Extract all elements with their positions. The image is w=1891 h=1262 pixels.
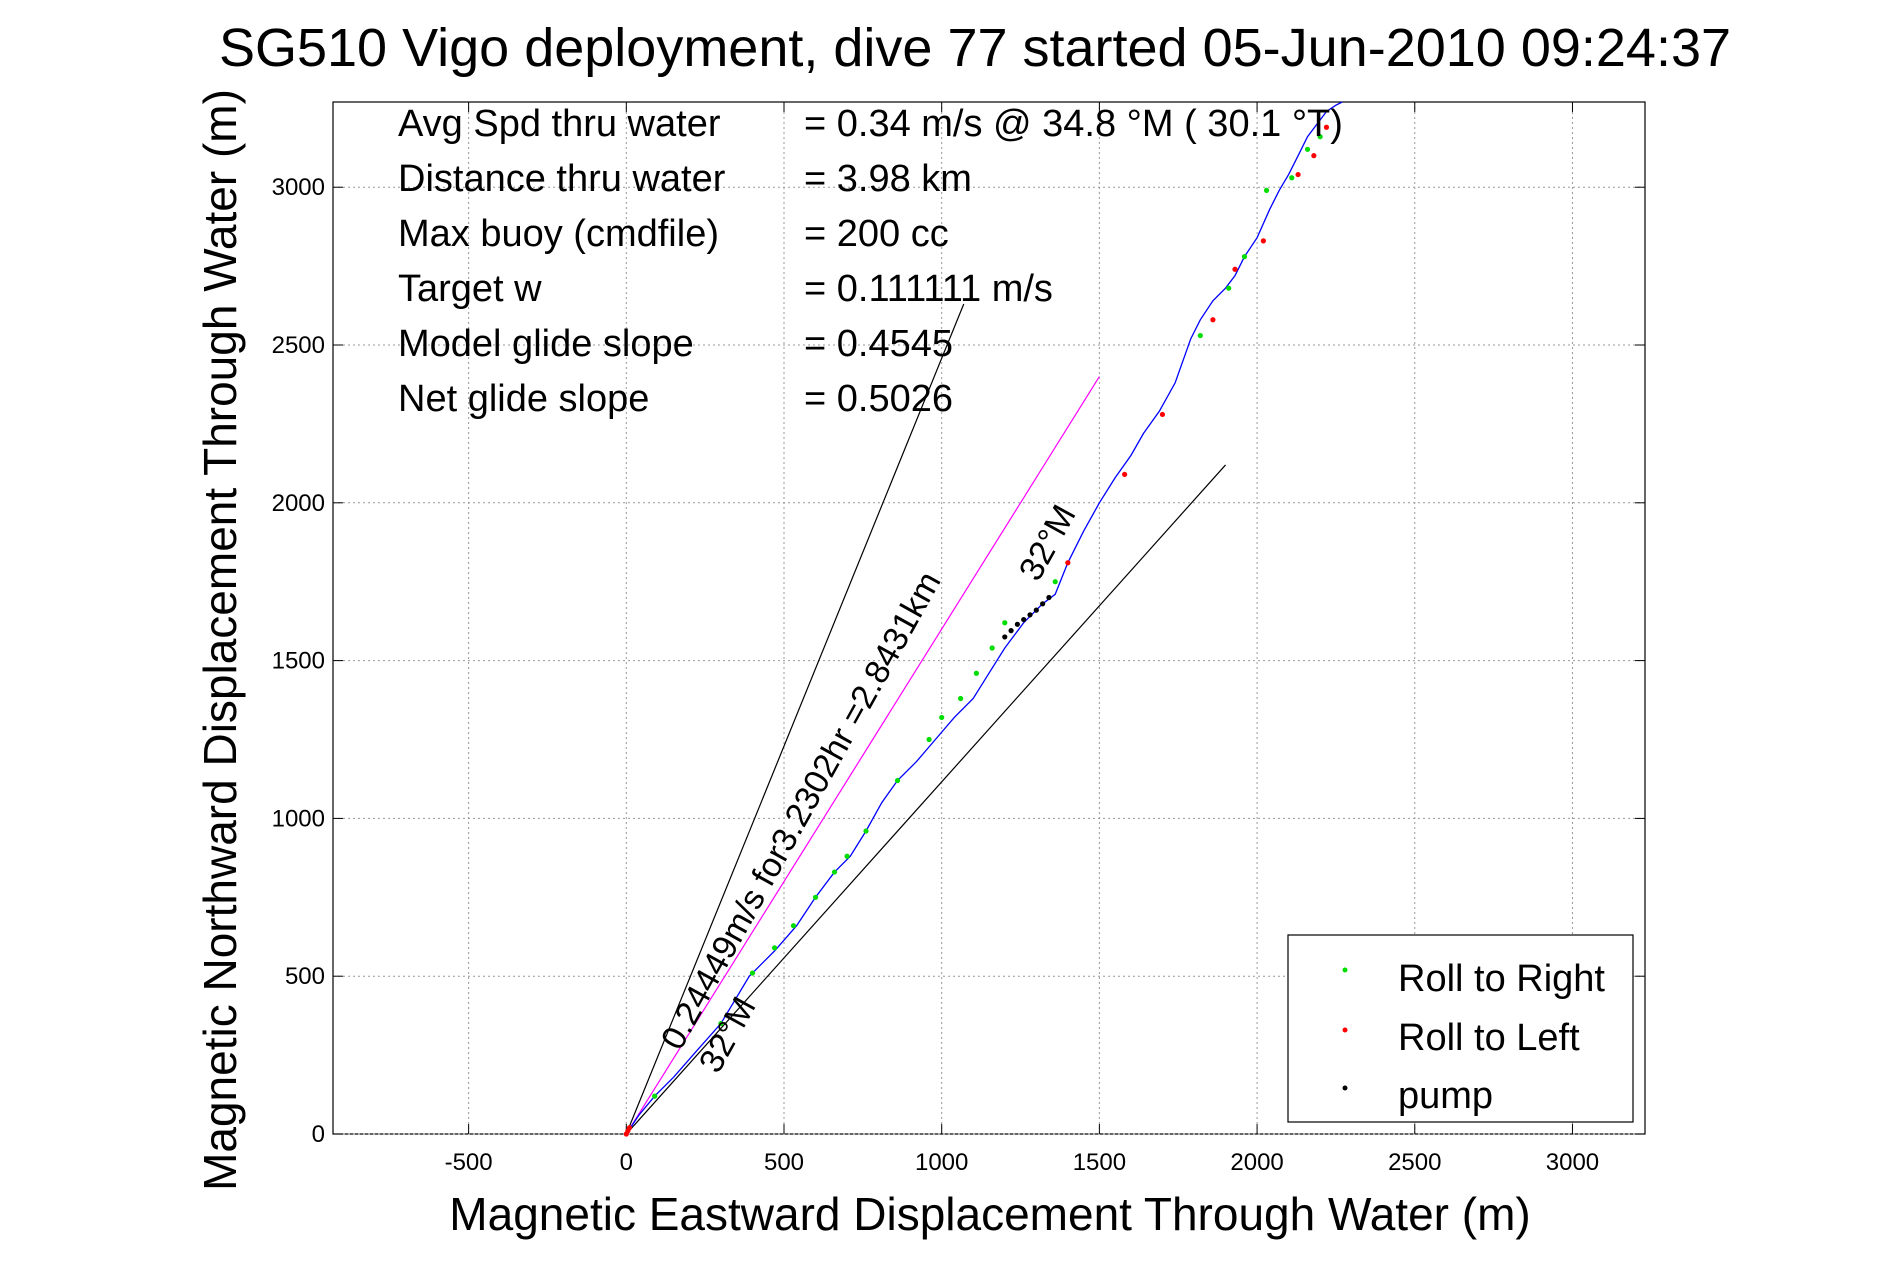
stats-value: = 0.111111 m/s	[804, 268, 1053, 310]
legend: Roll to Right Roll to Left pump	[1287, 934, 1634, 1123]
y-tick-label: 3000	[272, 174, 325, 201]
roll-right-point	[958, 695, 964, 702]
pump-point	[1002, 634, 1008, 640]
roll-right-point	[939, 714, 945, 721]
x-tick-label: -500	[445, 1149, 493, 1176]
legend-label-roll-right: Roll to Right	[1398, 958, 1605, 1000]
stats-label: Max buoy (cmdfile)	[398, 213, 719, 255]
pump-point	[1046, 594, 1052, 601]
roll-right-point	[1226, 285, 1232, 291]
roll-right-point	[812, 894, 819, 900]
y-axis-ticks: 0 500 1000 1500 2000 2500 3000	[272, 174, 1645, 1148]
roll-left-point	[1122, 471, 1128, 478]
roll-right-point	[718, 1020, 724, 1027]
roll-right-point	[652, 1093, 658, 1099]
legend-marker-roll-left	[1342, 1027, 1348, 1033]
y-tick-label: 2000	[272, 490, 325, 517]
roll-right-point	[989, 645, 995, 651]
x-tick-label: 500	[764, 1149, 804, 1176]
roll-right-point	[749, 970, 756, 976]
roll-right-point	[1289, 175, 1295, 181]
pump-point	[1033, 607, 1039, 613]
y-tick-label: 1000	[272, 805, 325, 832]
roll-right-point	[1241, 254, 1248, 260]
roll-right-point	[973, 670, 979, 676]
roll-right-point	[1317, 134, 1323, 140]
legend-label-roll-left: Roll to Left	[1398, 1017, 1580, 1059]
roll-left-point	[1295, 171, 1301, 178]
roll-right-point	[1263, 187, 1270, 193]
chart-title: SG510 Vigo deployment, dive 77 started 0…	[219, 18, 1731, 78]
roll-left-point	[1065, 560, 1071, 566]
stats-block: Avg Spd thru water = 0.34 m/s @ 34.8 °M (…	[398, 103, 1343, 420]
dive-track-line	[625, 101, 1343, 1135]
roll-left-point	[1260, 238, 1266, 244]
y-tick-label: 500	[285, 963, 325, 990]
marker-layer	[623, 124, 1330, 1137]
roll-right-point	[863, 828, 869, 834]
x-tick-label: 2500	[1388, 1149, 1441, 1176]
stats-label: Net glide slope	[398, 378, 649, 420]
y-axis-label: Magnetic Northward Displacement Through …	[194, 89, 246, 1191]
roll-right-point	[771, 945, 778, 951]
roll-left-point	[1159, 411, 1166, 418]
roll-left-point	[626, 1125, 633, 1131]
roll-left-point	[1210, 317, 1216, 323]
reference-line	[625, 303, 965, 1135]
grid-lines	[333, 102, 1645, 1135]
x-tick-label: 1500	[1073, 1149, 1126, 1176]
y-tick-label: 1500	[272, 648, 325, 675]
pump-point	[1014, 621, 1020, 627]
legend-marker-roll-right	[1342, 967, 1348, 973]
x-axis-label: Magnetic Eastward Displacement Through W…	[449, 1188, 1530, 1240]
x-tick-label: 2000	[1230, 1149, 1283, 1176]
roll-right-point	[831, 869, 838, 875]
y-tick-label: 2500	[272, 332, 325, 359]
roll-left-point	[1232, 266, 1238, 272]
stats-value: = 0.4545	[804, 323, 953, 365]
pump-point	[1008, 628, 1014, 634]
stats-value: = 0.5026	[804, 378, 953, 420]
stats-value: = 3.98 km	[804, 158, 972, 200]
stats-label: Distance thru water	[398, 158, 726, 200]
reference-lines	[625, 303, 1226, 1135]
roll-left-point	[1323, 124, 1330, 130]
reference-line	[625, 464, 1226, 1135]
pump-point	[1040, 601, 1046, 607]
stats-label: Avg Spd thru water	[398, 103, 721, 145]
x-tick-label: 1000	[915, 1149, 968, 1176]
pump-point	[1027, 612, 1033, 618]
roll-right-point	[926, 736, 932, 743]
legend-marker-pump	[1342, 1085, 1348, 1091]
roll-right-point	[1197, 332, 1203, 339]
stats-label: Target w	[398, 268, 542, 310]
roll-right-point	[844, 853, 850, 859]
roll-right-point	[1052, 579, 1058, 585]
x-tick-label: 0	[620, 1149, 633, 1176]
pump-point	[1021, 616, 1027, 623]
stats-label: Model glide slope	[398, 323, 694, 365]
x-tick-label: 3000	[1546, 1149, 1599, 1176]
stats-value: = 200 cc	[804, 213, 949, 255]
y-tick-label: 0	[312, 1121, 325, 1148]
roll-right-point	[790, 923, 797, 929]
roll-right-point	[1002, 620, 1008, 626]
roll-right-point	[1304, 146, 1311, 152]
track-layer	[625, 101, 1343, 1135]
legend-label-pump: pump	[1398, 1075, 1493, 1117]
roll-left-point	[1311, 153, 1317, 159]
stats-value: = 0.34 m/s @ 34.8 °M ( 30.1 °T)	[804, 103, 1343, 145]
magenta-line	[625, 376, 1100, 1135]
roll-right-point	[894, 777, 901, 784]
